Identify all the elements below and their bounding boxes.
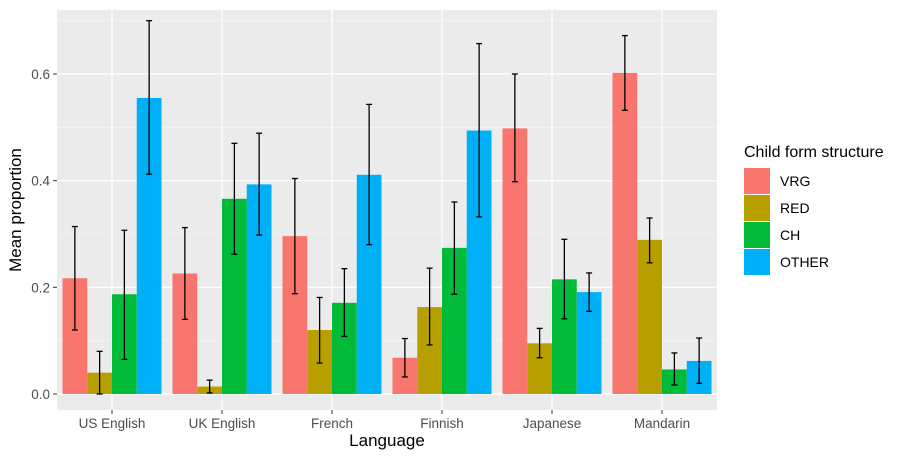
y-tick-label: 0.0 (31, 387, 50, 402)
x-tick-label: US English (79, 416, 146, 431)
legend-key (744, 249, 770, 275)
bar (612, 72, 638, 394)
legend-label: CH (780, 227, 800, 243)
legend-label: RED (780, 200, 810, 216)
x-tick-label: UK English (189, 416, 256, 431)
x-axis: US English UK English French Finnish Japanes… (79, 410, 690, 431)
y-axis-label: Mean proportion (6, 148, 25, 272)
x-tick-label: Mandarin (634, 416, 690, 431)
legend: Child form structure VRG RED CH OTHER (744, 144, 884, 275)
legend-title: Child form structure (744, 144, 884, 161)
plot-panel (57, 10, 717, 410)
y-tick-label: 0.2 (31, 280, 50, 295)
y-tick-label: 0.6 (31, 67, 50, 82)
x-axis-label: Language (349, 431, 425, 450)
legend-label: OTHER (780, 254, 829, 270)
bar (637, 239, 662, 394)
y-axis: 0.0 0.2 0.4 0.6 (31, 67, 57, 402)
minor-gridlines (57, 20, 717, 342)
legend-key (744, 222, 770, 248)
legend-key (744, 195, 770, 221)
x-tick-label: French (311, 416, 353, 431)
bars (62, 72, 712, 395)
x-tick-label: Finnish (420, 416, 464, 431)
y-tick-label: 0.4 (31, 174, 50, 189)
legend-label: VRG (780, 173, 810, 189)
x-tick-label: Japanese (523, 416, 582, 431)
legend-key (744, 168, 770, 194)
error-bars (71, 20, 703, 395)
